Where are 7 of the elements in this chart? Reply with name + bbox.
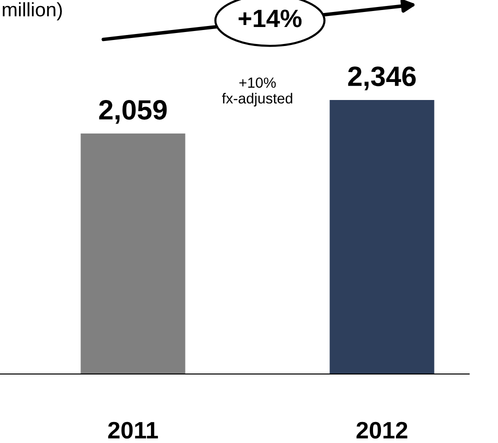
x-tick-label: 2012 [356, 422, 408, 439]
data-label: 2,346 [348, 66, 416, 90]
data-label: 2,059 [99, 100, 167, 124]
x-tick-label: 2011 [108, 422, 158, 439]
text: +14% [238, 10, 302, 28]
annotation: +10% fx-adjusted [222, 78, 292, 106]
chart-title: million) [2, 2, 62, 20]
